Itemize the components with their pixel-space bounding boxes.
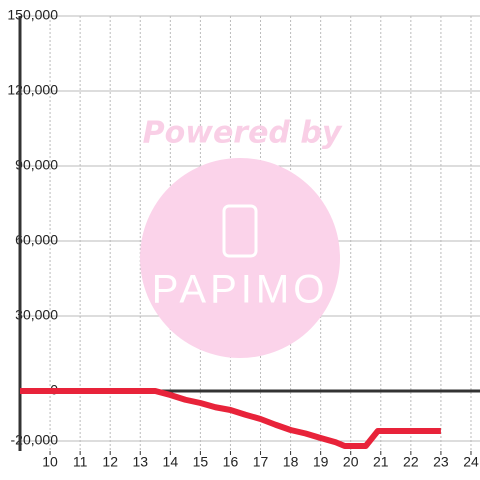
x-tick-label: 14 [163,454,179,470]
watermark-circle [140,158,340,358]
x-tick-label: 11 [73,454,88,470]
x-tick-label: 18 [283,454,299,470]
y-tick-label: 60,000 [15,232,58,248]
x-tick-label: 15 [193,454,209,470]
y-tick-label: 120,000 [7,82,58,98]
x-tick-label: 13 [132,454,148,470]
x-tick-label: 20 [343,454,359,470]
x-tick-label: 24 [463,454,479,470]
x-tick-label: 12 [102,454,118,470]
x-tick-label: 21 [373,454,389,470]
x-tick-label: 17 [253,454,269,470]
y-tick-label: 30,000 [15,307,58,323]
watermark-phone [222,204,258,258]
x-tick-label: 19 [313,454,329,470]
x-tick-label: 10 [42,454,58,470]
watermark-text: Powered by [143,116,343,151]
watermark: Powered by PAPIMO [140,116,343,358]
x-tick-label: 22 [403,454,419,470]
watermark-logo: PAPIMO [152,268,329,312]
x-tick-label: 16 [223,454,239,470]
y-tick-label: 90,000 [15,157,58,173]
x-tick-label: 23 [433,454,449,470]
data-line [20,388,441,449]
y-tick-label: -20,000 [11,432,59,448]
y-tick-label: 150,000 [7,7,58,23]
